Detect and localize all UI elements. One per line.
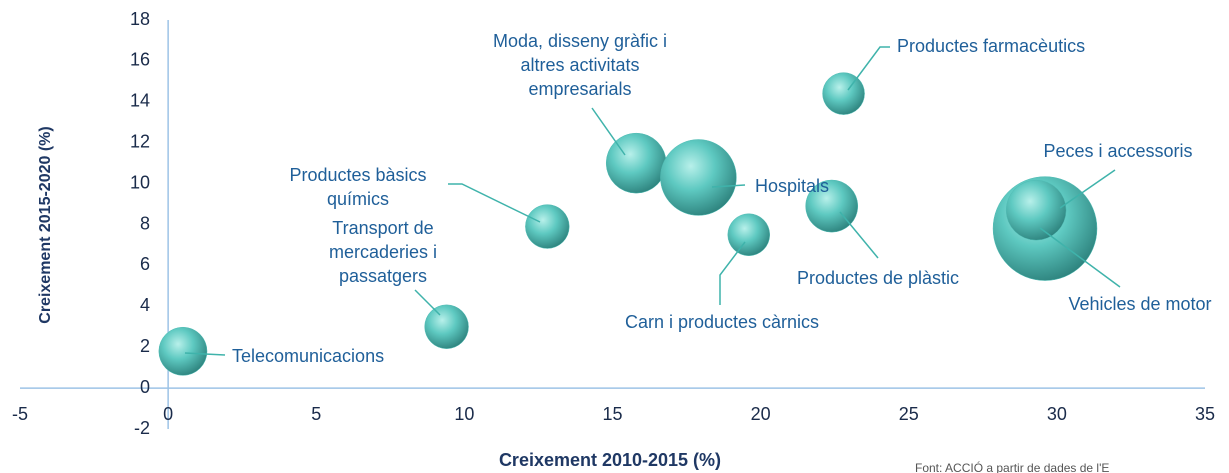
bubble-label: Moda, disseny gràfic i	[493, 31, 667, 51]
y-tick-label: 10	[130, 172, 150, 192]
y-tick-label: 8	[140, 213, 150, 233]
y-tick-label: -2	[134, 418, 150, 438]
y-tick-label: 0	[140, 377, 150, 397]
bubble	[1005, 179, 1067, 241]
bubble-label: altres activitats	[520, 55, 639, 75]
y-axis-title: Creixement 2015-2020 (%)	[37, 126, 54, 323]
x-tick-label: 35	[1195, 404, 1215, 424]
bubble-label: Vehicles de motor	[1068, 294, 1211, 314]
x-tick-label: 15	[602, 404, 622, 424]
source: Font: ACCIÓ a partir de dades de l'E	[915, 460, 1109, 473]
bubble-label: Hospitals	[755, 176, 829, 196]
leader-line	[448, 183, 541, 223]
leader-line	[711, 184, 746, 188]
bubble	[424, 304, 469, 349]
x-tick-label: 20	[751, 404, 771, 424]
leader-line	[414, 289, 441, 316]
bubble	[805, 179, 859, 233]
leader-line	[847, 46, 890, 91]
bubble	[525, 204, 570, 249]
x-tick-label: 0	[163, 404, 173, 424]
y-tick-label: 6	[140, 254, 150, 274]
bubble-label: Telecomunicacions	[232, 346, 384, 366]
y-tick-label: 4	[140, 295, 150, 315]
bubble-label: mercaderies i	[329, 242, 437, 262]
bubble-label: Peces i accessoris	[1043, 141, 1192, 161]
y-tick-label: 14	[130, 91, 150, 111]
leader-line	[839, 211, 879, 259]
bubble	[158, 326, 208, 376]
bubble-label: Transport de	[332, 218, 433, 238]
leader-line	[1039, 227, 1121, 288]
x-tick-label: 30	[1047, 404, 1067, 424]
bubble-label: Productes bàsics	[289, 165, 426, 185]
bubble-label: Productes de plàstic	[797, 268, 959, 288]
y-tick-label: 2	[140, 336, 150, 356]
bubble-label: químics	[327, 189, 389, 209]
bubble-label: passatgers	[339, 266, 427, 286]
x-tick-label: 10	[454, 404, 474, 424]
bubble	[660, 139, 737, 216]
x-axis-title: Creixement 2010-2015 (%)	[499, 450, 721, 470]
leader-line	[1059, 169, 1116, 209]
bubble-label: Productes farmacèutics	[897, 36, 1085, 56]
leader-line	[591, 107, 626, 156]
x-tick-label: -5	[12, 404, 28, 424]
y-tick-label: 18	[130, 9, 150, 29]
bubble-label: empresarials	[528, 79, 631, 99]
bubble-label: Carn i productes càrnics	[625, 312, 819, 332]
leader-line	[184, 352, 226, 356]
leader-line	[719, 241, 746, 305]
y-tick-label: 12	[130, 131, 150, 151]
y-tick-label: 16	[130, 50, 150, 70]
x-tick-label: 5	[311, 404, 321, 424]
bubble	[822, 72, 865, 115]
bubble	[727, 213, 771, 256]
x-tick-label: 25	[899, 404, 919, 424]
